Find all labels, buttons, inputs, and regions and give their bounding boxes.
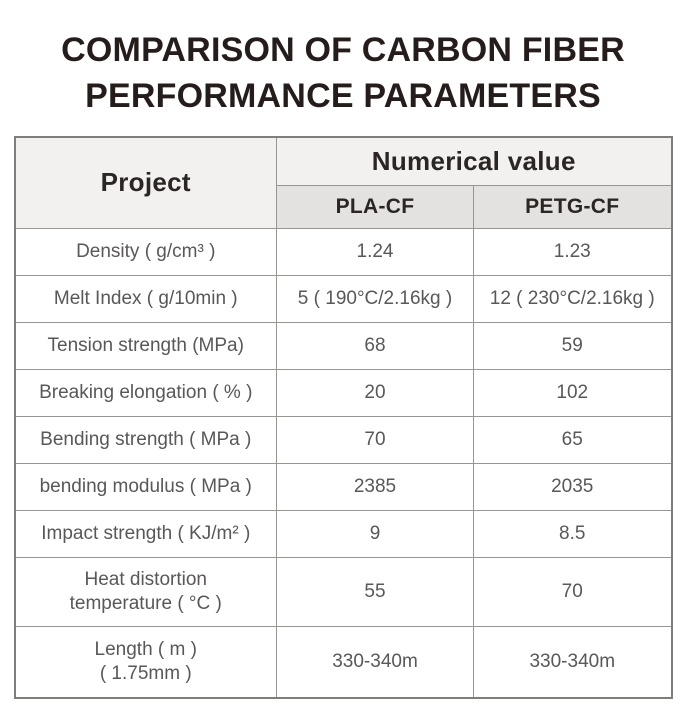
row-label: Bending strength ( MPa ) xyxy=(14,415,277,464)
row-label: Breaking elongation ( % ) xyxy=(14,368,277,417)
table-row-tension-strength: Tension strength (MPa) 68 59 xyxy=(14,321,672,370)
petg-cf-value: 1.23 xyxy=(473,227,672,276)
row-label: Heat distortion temperature ( °C ) xyxy=(14,556,277,627)
page-title: COMPARISON OF CARBON FIBER PERFORMANCE P… xyxy=(0,27,686,119)
petg-cf-value: 70 xyxy=(473,556,672,627)
col-header-numerical-value: Numerical value xyxy=(276,136,672,186)
table-row-bending-strength: Bending strength ( MPa ) 70 65 xyxy=(14,415,672,464)
petg-cf-value: 59 xyxy=(473,321,672,370)
pla-cf-value: 9 xyxy=(276,509,474,558)
petg-cf-value: 330-340m xyxy=(473,625,672,699)
header-row-top: Project Numerical value xyxy=(14,136,672,229)
row-label: Impact strength ( KJ/m² ) xyxy=(14,509,277,558)
pla-cf-value: 5 ( 190°C/2.16kg ) xyxy=(276,274,474,323)
row-label: Tension strength (MPa) xyxy=(14,321,277,370)
col-header-petg-cf: PETG-CF xyxy=(473,184,672,229)
table-row-melt-index: Melt Index ( g/10min ) 5 ( 190°C/2.16kg … xyxy=(14,274,672,323)
comparison-table: Project Numerical value PLA-CF PETG-CF D… xyxy=(13,136,673,699)
pla-cf-value: 330-340m xyxy=(276,625,474,699)
row-label: Density ( g/cm³ ) xyxy=(14,227,277,276)
row-label: Melt Index ( g/10min ) xyxy=(14,274,277,323)
petg-cf-value: 2035 xyxy=(473,462,672,511)
table-row-length: Length ( m ) ( 1.75mm ) 330-340m 330-340… xyxy=(14,625,672,699)
petg-cf-value: 12 ( 230°C/2.16kg ) xyxy=(473,274,672,323)
row-label: bending modulus ( MPa ) xyxy=(14,462,277,511)
pla-cf-value: 70 xyxy=(276,415,474,464)
pla-cf-value: 20 xyxy=(276,368,474,417)
petg-cf-value: 102 xyxy=(473,368,672,417)
title-line-1: COMPARISON OF CARBON FIBER xyxy=(61,31,625,69)
petg-cf-value: 65 xyxy=(473,415,672,464)
pla-cf-value: 1.24 xyxy=(276,227,474,276)
pla-cf-value: 55 xyxy=(276,556,474,627)
table-row-breaking-elongation: Breaking elongation ( % ) 20 102 xyxy=(14,368,672,417)
pla-cf-value: 68 xyxy=(276,321,474,370)
row-label: Length ( m ) ( 1.75mm ) xyxy=(14,625,277,699)
col-header-project: Project xyxy=(14,136,277,229)
table-row-impact-strength: Impact strength ( KJ/m² ) 9 8.5 xyxy=(14,509,672,558)
col-header-pla-cf: PLA-CF xyxy=(276,184,474,229)
table-row-density: Density ( g/cm³ ) 1.24 1.23 xyxy=(14,227,672,276)
header-row-sub: PLA-CF PETG-CF xyxy=(15,184,672,229)
table-row-bending-modulus: bending modulus ( MPa ) 2385 2035 xyxy=(14,462,672,511)
pla-cf-value: 2385 xyxy=(276,462,474,511)
petg-cf-value: 8.5 xyxy=(473,509,672,558)
table-row-heat-distortion: Heat distortion temperature ( °C ) 55 70 xyxy=(14,556,672,627)
title-line-2: PERFORMANCE PARAMETERS xyxy=(85,77,601,115)
